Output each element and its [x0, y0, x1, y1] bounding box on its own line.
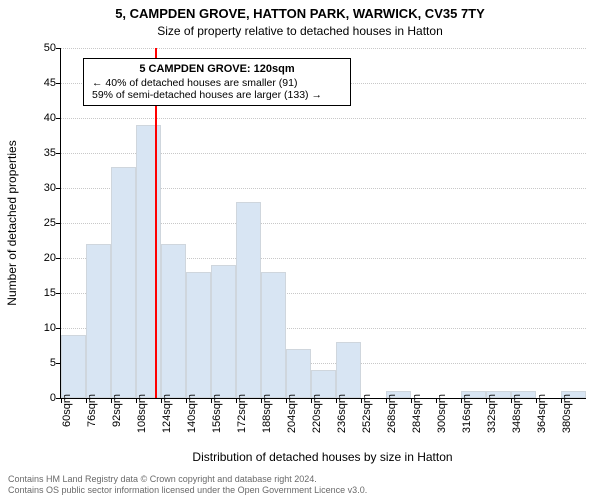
chart-container: 5, CAMPDEN GROVE, HATTON PARK, WARWICK, … [0, 0, 600, 500]
xtick-label: 332sqm [486, 394, 498, 433]
annotation-box: 5 CAMPDEN GROVE: 120sqm ← 40% of detache… [83, 58, 351, 106]
y-axis-label: Number of detached properties [5, 140, 19, 305]
gridline [61, 118, 586, 119]
ytick-label: 40 [26, 112, 56, 124]
ytick-label: 0 [26, 392, 56, 404]
x-axis-label: Distribution of detached houses by size … [60, 450, 585, 464]
ytick-label: 30 [26, 182, 56, 194]
histogram-bar [136, 125, 161, 398]
ytick-label: 20 [26, 252, 56, 264]
xtick-label: 380sqm [561, 394, 573, 433]
annotation-title: 5 CAMPDEN GROVE: 120sqm [92, 63, 342, 75]
xtick-label: 268sqm [386, 394, 398, 433]
annotation-line-1: ← 40% of detached houses are smaller (91… [92, 77, 342, 89]
histogram-bar [186, 272, 211, 398]
ytick-mark [56, 223, 61, 224]
ytick-mark [56, 293, 61, 294]
xtick-label: 92sqm [111, 394, 123, 427]
footer-line-1: Contains HM Land Registry data © Crown c… [8, 474, 367, 485]
ytick-label: 45 [26, 77, 56, 89]
ytick-mark [56, 188, 61, 189]
xtick-label: 284sqm [411, 394, 423, 433]
ytick-label: 15 [26, 287, 56, 299]
ytick-label: 5 [26, 357, 56, 369]
ytick-mark [56, 48, 61, 49]
xtick-label: 252sqm [361, 394, 373, 433]
histogram-bar [111, 167, 136, 398]
ytick-mark [56, 328, 61, 329]
footer-attribution: Contains HM Land Registry data © Crown c… [8, 474, 367, 497]
ytick-label: 35 [26, 147, 56, 159]
ytick-mark [56, 83, 61, 84]
xtick-label: 236sqm [336, 394, 348, 433]
xtick-label: 188sqm [261, 394, 273, 433]
ytick-label: 10 [26, 322, 56, 334]
histogram-bar [261, 272, 286, 398]
xtick-label: 108sqm [136, 394, 148, 433]
histogram-bar [286, 349, 311, 398]
ytick-label: 25 [26, 217, 56, 229]
histogram-bar [211, 265, 236, 398]
xtick-label: 156sqm [211, 394, 223, 433]
ytick-label: 50 [26, 42, 56, 54]
xtick-label: 140sqm [186, 394, 198, 433]
xtick-label: 124sqm [161, 394, 173, 433]
ytick-mark [56, 258, 61, 259]
footer-line-2: Contains OS public sector information li… [8, 485, 367, 496]
xtick-label: 316sqm [461, 394, 473, 433]
annotation-line-2: 59% of semi-detached houses are larger (… [92, 89, 342, 101]
xtick-label: 300sqm [436, 394, 448, 433]
xtick-label: 348sqm [511, 394, 523, 433]
xtick-label: 60sqm [61, 394, 73, 427]
xtick-label: 364sqm [536, 394, 548, 433]
title-sub: Size of property relative to detached ho… [0, 24, 600, 38]
histogram-bar [236, 202, 261, 398]
xtick-label: 220sqm [311, 394, 323, 433]
histogram-bar [61, 335, 86, 398]
ytick-mark [56, 153, 61, 154]
ytick-mark [56, 118, 61, 119]
xtick-label: 76sqm [86, 394, 98, 427]
gridline [61, 48, 586, 49]
histogram-bar [86, 244, 111, 398]
histogram-bar [161, 244, 186, 398]
xtick-label: 172sqm [236, 394, 248, 433]
xtick-label: 204sqm [286, 394, 298, 433]
title-main: 5, CAMPDEN GROVE, HATTON PARK, WARWICK, … [0, 6, 600, 21]
histogram-bar [336, 342, 361, 398]
